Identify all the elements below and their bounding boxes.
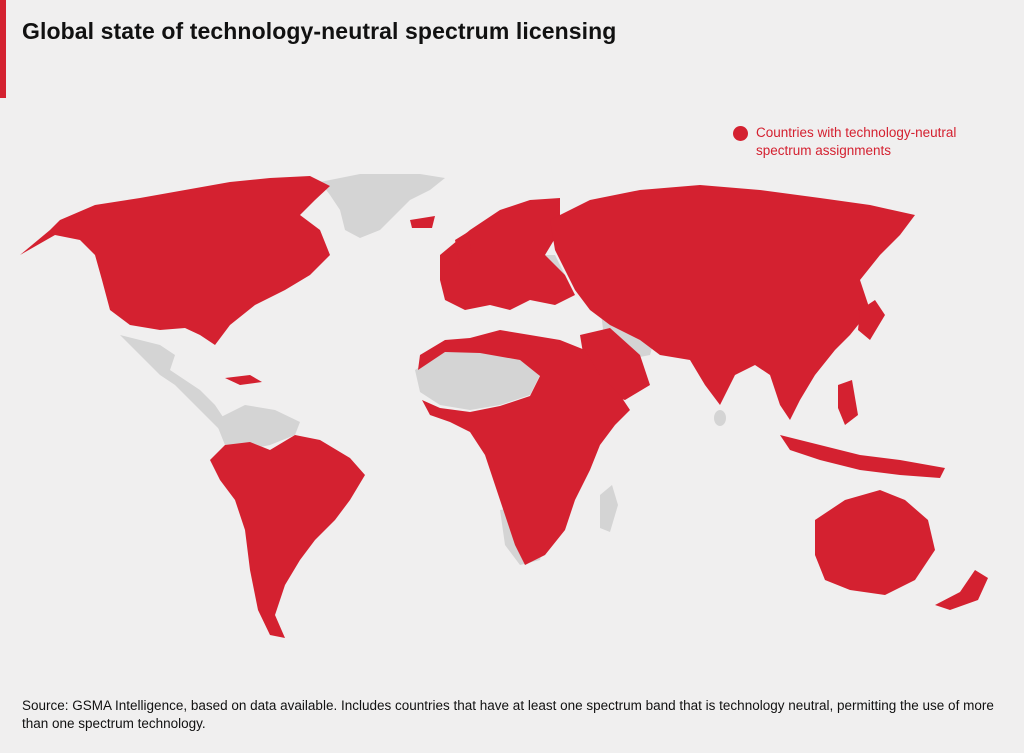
australia xyxy=(815,490,935,595)
sri-lanka xyxy=(714,410,726,426)
sahara-region xyxy=(415,350,540,410)
legend-swatch xyxy=(733,126,748,141)
japan xyxy=(858,300,885,340)
south-america xyxy=(210,435,365,638)
world-map xyxy=(0,160,1024,650)
source-note: Source: GSMA Intelligence, based on data… xyxy=(22,698,994,731)
philippines xyxy=(838,380,858,425)
world-map-svg xyxy=(20,174,988,638)
africa xyxy=(418,330,630,565)
russia-asia xyxy=(550,185,915,420)
iceland xyxy=(410,216,435,228)
caribbean-islands xyxy=(225,375,262,385)
legend: Countries with technology-neutral spectr… xyxy=(733,124,993,160)
greenland xyxy=(320,174,445,238)
north-america xyxy=(20,176,330,345)
uk xyxy=(455,232,472,265)
indonesia xyxy=(780,435,945,478)
accent-bar xyxy=(0,0,6,98)
northern-south-america-region xyxy=(215,405,300,450)
mexico-central-america xyxy=(120,335,225,430)
europe xyxy=(440,198,575,310)
legend-label: Countries with technology-neutral spectr… xyxy=(756,125,957,158)
madagascar xyxy=(600,485,618,532)
new-zealand xyxy=(935,570,988,610)
licensed-countries xyxy=(20,176,988,638)
map-title: Global state of technology-neutral spect… xyxy=(22,18,617,44)
